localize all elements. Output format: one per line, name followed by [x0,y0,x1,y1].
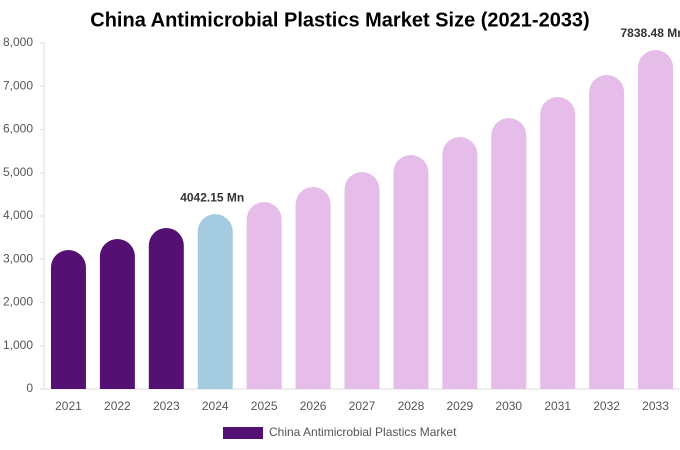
chart-title: China Antimicrobial Plastics Market Size… [90,9,589,31]
y-tick-label: 7,000 [3,78,33,92]
x-tick-label: 2026 [300,399,327,413]
value-label: 4042.15 Mn [180,190,244,204]
bar [540,97,576,389]
bar [99,239,135,389]
y-tick-label: 1,000 [3,338,33,352]
bar [148,227,184,389]
y-tick-label: 3,000 [3,251,33,265]
x-tick-label: 2032 [593,399,620,413]
bar [295,186,331,389]
y-tick-label: 2,000 [3,295,33,309]
bar [491,117,527,390]
x-tick-label: 2023 [153,399,180,413]
x-tick-label: 2025 [251,399,278,413]
bar [344,172,380,389]
x-tick-label: 2028 [398,399,425,413]
x-tick-label: 2027 [349,399,376,413]
x-tick-label: 2031 [544,399,571,413]
x-tick-label: 2022 [104,399,131,413]
y-tick-label: 6,000 [3,122,33,136]
x-tick-label: 2030 [495,399,522,413]
legend-swatch [223,427,263,439]
legend-label: China Antimicrobial Plastics Market [269,425,457,439]
x-tick-label: 2029 [446,399,473,413]
value-label: 7838.48 Mn [621,26,680,40]
bar [50,249,86,389]
x-tick-label: 2033 [642,399,669,413]
y-tick-label: 0 [26,381,33,395]
y-tick-label: 5,000 [3,165,33,179]
bar [246,201,282,389]
bar [393,155,429,389]
bar [442,136,478,389]
bar [197,214,233,389]
y-tick-label: 8,000 [3,35,33,49]
bar [638,49,674,389]
y-tick-label: 4,000 [3,208,33,222]
bar [589,75,625,389]
x-tick-label: 2021 [55,399,82,413]
x-tick-label: 2024 [202,399,229,413]
